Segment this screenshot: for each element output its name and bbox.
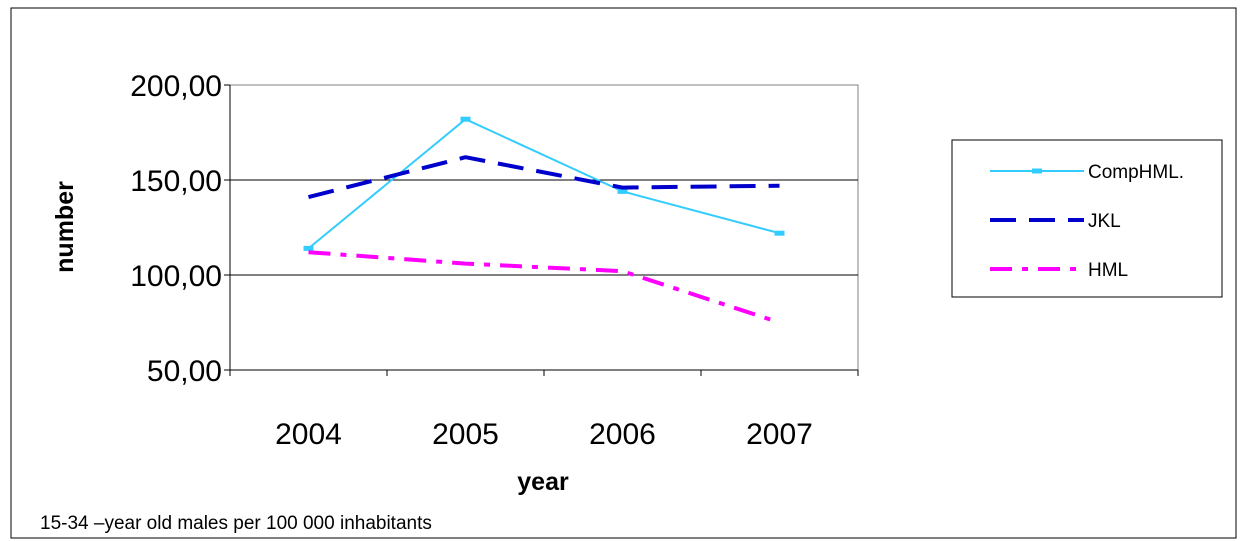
y-tick-label: 100,00 [130,260,222,293]
y-tick-label: 150,00 [130,165,222,198]
y-axis-title: number [51,181,79,273]
x-tick-label: 2007 [746,418,813,451]
x-tick-label: 2006 [589,418,656,451]
series-line-hml [308,250,781,325]
x-tick-label: 2004 [275,418,342,451]
footnote: 15-34 –year old males per 100 000 inhabi… [40,513,432,534]
x-axis-title: year [517,468,569,496]
x-tick-label: 2005 [432,418,499,451]
x-tick-labels: 2004 2005 2006 2007 [229,370,859,451]
series-line-jkl [308,155,780,200]
legend-label: CompHML. [1088,162,1184,183]
series-layer [303,116,785,325]
series-line-comphml [307,118,780,250]
data-point [774,230,785,236]
legend-label: JKL [1088,211,1121,232]
data-point [617,188,628,194]
legend-label: HML [1088,260,1128,281]
data-point [303,245,314,251]
legend-marker [1032,168,1042,174]
data-point [460,116,471,122]
y-tick-label: 50,00 [147,355,222,388]
y-tick-label: 200,00 [130,70,222,103]
legend: CompHML. JKL HML [951,139,1223,298]
gridlines [230,179,858,276]
y-tick-labels: 50,00 100,00 150,00 200,00 [130,70,230,388]
